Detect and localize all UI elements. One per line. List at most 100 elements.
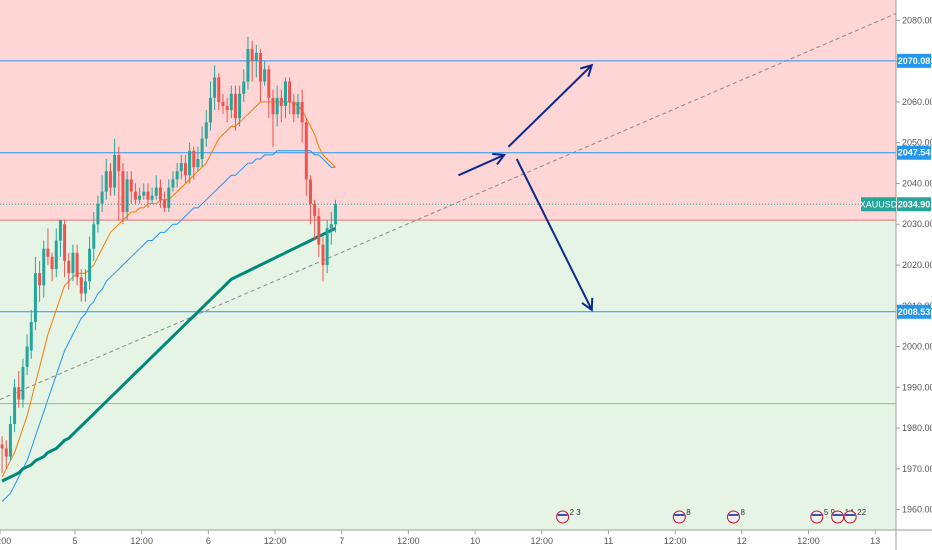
x-tick-label: 7 [339,536,344,546]
candle [50,252,54,282]
candle [213,65,217,111]
candle [288,77,292,115]
candle [33,256,37,331]
candle [42,240,46,298]
candle [333,199,337,233]
x-tick-label: 12 [737,536,747,546]
candle-body [263,69,267,82]
candle [217,73,221,111]
candle-body [308,179,312,204]
candle-body [229,93,233,111]
event-marker: 2 3 [556,508,581,524]
zones-layer [0,0,896,530]
x-tick-label: 6 [206,536,211,546]
y-tick-label: 2020.00 [902,260,932,270]
candle-body [217,77,221,102]
flag-icon [843,510,857,524]
candle-body [71,252,75,274]
candle-body [200,138,204,159]
candle [238,85,242,127]
candle-body [300,101,304,123]
y-tick-label: 2080.00 [902,15,932,25]
candle [17,371,21,408]
level-label-bg [897,53,931,68]
event-count: 8 [686,508,691,517]
flag-stripe [832,514,843,516]
symbol-tag-bg [861,197,896,212]
last-price-label-bg [897,197,931,212]
candle-body [75,252,79,278]
candle-body [242,81,246,94]
candle [271,89,275,147]
candle [283,77,287,119]
y-tick-label: 1990.00 [902,382,932,392]
flag-stripe [728,514,739,516]
candle [79,269,83,302]
candle [8,415,12,461]
candle [104,159,108,200]
x-tick-label: 5 [73,536,78,546]
candle-body [125,179,129,212]
candle [13,379,17,433]
candle [163,191,167,212]
time-axis-bg [0,530,932,550]
candle-body [313,203,317,217]
candle-body [254,53,258,62]
candle [208,81,212,131]
candle-body [13,387,17,424]
candle-body [275,97,279,115]
candle-body [121,171,125,212]
candle-body [304,122,308,180]
candle-body [8,424,12,457]
candle [63,220,67,278]
flag-icon [810,510,824,524]
candle-body [46,248,50,257]
candle [108,163,112,196]
candle [29,309,33,359]
candle-body [129,179,133,192]
candle [317,207,321,257]
x-tick-label: 12:00 [797,536,820,546]
candle-body [258,53,262,82]
candle [204,110,208,147]
y-tick-label: 2050.00 [902,138,932,148]
candle-body [292,101,296,115]
candle [300,89,304,143]
candle [179,154,183,180]
event-marker: 8 [672,508,691,524]
x-tick-label: 12:00 [264,536,287,546]
level-label: 2008.53 [898,307,931,317]
candle [263,61,267,86]
candle-body [329,224,333,229]
candle [25,334,29,376]
flag-icon [556,510,570,524]
candle-body [33,273,37,323]
level-label-bg [897,145,931,160]
symbol-tag: XAUUSD [860,199,898,209]
candle-body [267,69,271,98]
candle [167,179,171,212]
candle-body [233,93,237,119]
y-tick-label: 2040.00 [902,178,932,188]
candle-body [25,346,29,367]
candle-body [192,150,196,168]
candle [71,244,75,282]
flag-icon [831,510,845,524]
candle [329,212,333,245]
candle [200,126,204,168]
arrow-shaft [458,154,505,177]
dashed-trend-line [0,7,909,400]
candle-body [296,101,300,115]
moving-average-slow [1,226,337,483]
candle-body [4,448,8,457]
event-count: 22 [857,508,866,517]
candle-body [150,195,154,200]
candle [133,183,137,204]
candle [158,179,162,208]
projection-arrow [515,158,594,312]
candle [171,171,175,192]
candle-body [175,171,179,180]
